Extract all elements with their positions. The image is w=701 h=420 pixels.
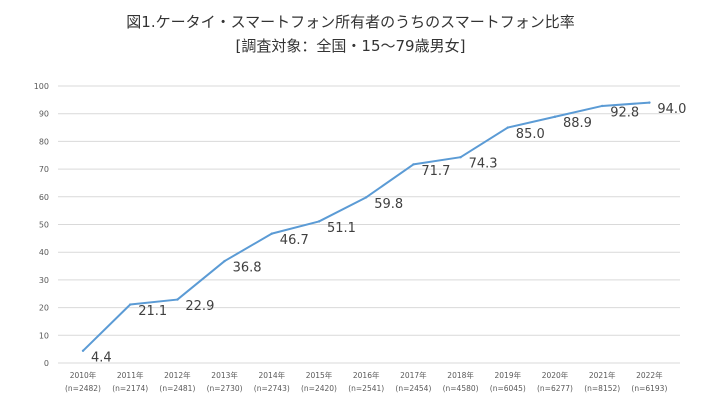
data-label: 22.9 (185, 299, 214, 314)
data-label: 92.8 (610, 105, 639, 120)
x-axis-ticks: 2010年 (n=2482) 2011年 (n=2174) 2012年 (n=2481) 2… (65, 370, 667, 393)
data-point (553, 115, 557, 118)
data-point (176, 298, 179, 301)
y-tick-label: 80 (39, 137, 49, 146)
gridlines (58, 85, 680, 364)
x-tick-sample-size: (n=2482) (65, 384, 101, 393)
data-point (601, 104, 604, 108)
data-label: 94.0 (657, 102, 686, 117)
data-point (270, 232, 273, 235)
x-tick-sample-size: (n=2730) (207, 384, 243, 393)
y-tick-label: 50 (39, 221, 49, 230)
data-point (506, 126, 509, 129)
data-label: 71.7 (421, 164, 450, 179)
x-tick-label: 2014年 (259, 370, 286, 380)
series-line (82, 101, 650, 352)
x-tick-sample-size: (n=6277) (537, 384, 573, 393)
data-point (223, 259, 226, 263)
x-tick-label: 2012年 (164, 370, 191, 380)
x-tick-sample-size: (n=6045) (490, 384, 526, 393)
x-tick-label: 2020年 (542, 370, 569, 380)
data-point (365, 196, 368, 199)
x-tick-label: 2010年 (70, 370, 97, 380)
data-label: 88.9 (563, 116, 592, 131)
x-tick-label: 2013年 (211, 370, 238, 380)
x-tick-sample-size: (n=8152) (584, 384, 620, 393)
x-tick-sample-size: (n=2174) (112, 384, 148, 393)
x-tick-label: 2019年 (495, 370, 522, 380)
x-tick-sample-size: (n=6193) (631, 384, 667, 393)
data-point (459, 155, 462, 159)
data-label: 59.8 (374, 197, 403, 212)
y-tick-label: 60 (39, 193, 49, 202)
data-label: 4.4 (91, 350, 112, 365)
y-tick-label: 30 (39, 276, 49, 285)
data-label: 36.8 (233, 261, 262, 276)
x-tick-sample-size: (n=2454) (395, 384, 431, 393)
y-tick-label: 0 (44, 359, 49, 368)
data-point (648, 101, 651, 104)
x-tick-label: 2016年 (353, 370, 380, 380)
data-point (412, 163, 415, 166)
data-point (317, 220, 321, 223)
y-tick-label: 40 (39, 248, 49, 257)
x-tick-label: 2011年 (117, 370, 144, 380)
data-label: 85.0 (516, 127, 545, 142)
x-tick-label: 2021年 (589, 370, 616, 380)
y-tick-label: 10 (39, 331, 49, 340)
x-tick-sample-size: (n=4580) (443, 384, 479, 393)
x-tick-sample-size: (n=2743) (254, 384, 290, 393)
chart-subtitle: [調査対象：全国・15～79歳男女] (235, 37, 466, 55)
y-axis-ticks: 0 10 20 30 40 50 60 70 80 90 100 (34, 82, 49, 368)
x-tick-label: 2018年 (447, 370, 474, 380)
data-labels: 4.4 21.1 22.9 36.8 46.7 51.1 59.8 71.7 74.3 85.0 8… (91, 102, 686, 365)
x-tick-sample-size: (n=2481) (159, 384, 195, 393)
x-tick-label: 2017年 (400, 370, 427, 380)
data-label: 46.7 (280, 233, 309, 248)
y-tick-label: 20 (39, 304, 49, 313)
data-point (81, 349, 85, 353)
data-label: 21.1 (138, 304, 167, 319)
series-smartphone-ratio (81, 101, 651, 353)
x-tick-sample-size: (n=2420) (301, 384, 337, 393)
data-point (129, 303, 132, 306)
x-tick-sample-size: (n=2541) (348, 384, 384, 393)
y-tick-label: 90 (39, 110, 49, 119)
y-tick-label: 70 (39, 165, 49, 174)
y-tick-label: 100 (34, 82, 49, 91)
x-tick-label: 2022年 (636, 370, 663, 380)
x-tick-label: 2015年 (306, 370, 333, 380)
chart-title: 図1.ケータイ・スマートフォン所有者のうちのスマートフォン比率 (126, 13, 575, 31)
data-label: 51.1 (327, 221, 356, 236)
data-label: 74.3 (469, 157, 498, 172)
